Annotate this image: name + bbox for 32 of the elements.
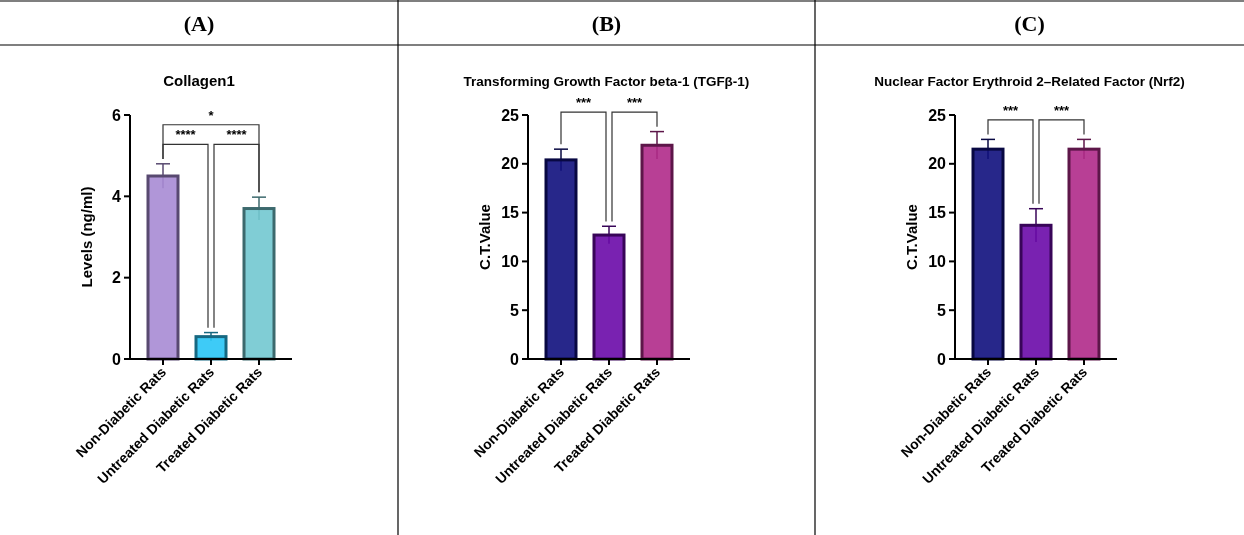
y-tick-label: 20 xyxy=(928,155,947,173)
y-tick-label: 10 xyxy=(501,253,520,270)
y-axis-title: C.T.Value xyxy=(476,204,493,270)
y-tick-label: 25 xyxy=(928,106,947,124)
y-tick-label: 15 xyxy=(501,204,520,222)
chart-subtitle: Transforming Growth Factor beta-1 (TGFβ-1) xyxy=(463,74,750,89)
y-tick-label: 20 xyxy=(501,155,520,173)
annotation: **** xyxy=(226,127,248,143)
annotation: **** xyxy=(175,127,197,143)
y-tick-label: 0 xyxy=(937,350,947,368)
chart-title: (C) xyxy=(1014,11,1045,36)
y-tick-label: 0 xyxy=(510,350,520,368)
chart-subtitle: Nuclear Factor Erythroid 2–Related Factor (Nrf2) xyxy=(874,74,1185,89)
y-tick-label: 15 xyxy=(928,204,947,222)
y-tick-label: 4 xyxy=(112,187,122,205)
y-tick-label: 25 xyxy=(501,106,520,124)
annotation: * xyxy=(208,107,215,123)
y-tick-label: 0 xyxy=(112,350,122,368)
chart-subtitle: Collagen1 xyxy=(163,72,235,89)
annotation: *** xyxy=(1053,102,1071,118)
y-axis-title: C.T.Value xyxy=(903,204,920,270)
y-tick-label: 6 xyxy=(112,106,122,124)
chart-title: (B) xyxy=(591,11,622,36)
text: *** xyxy=(575,95,593,111)
chart-title: (A) xyxy=(183,11,215,36)
y-tick-label: 2 xyxy=(112,269,122,287)
y-axis-title: Levels (ng/ml) xyxy=(78,186,95,288)
annotation: *** xyxy=(1002,102,1020,118)
y-tick-label: 5 xyxy=(937,301,947,319)
text: *** xyxy=(626,95,644,111)
y-tick-label: 5 xyxy=(510,301,520,319)
y-tick-label: 10 xyxy=(928,253,947,270)
